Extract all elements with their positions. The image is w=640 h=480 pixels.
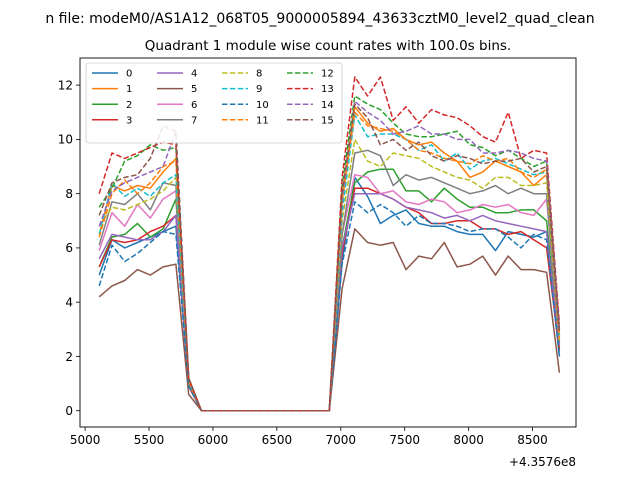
y-tick-label: 0 xyxy=(65,404,73,418)
series-line-1 xyxy=(98,106,561,412)
legend-label-1: 1 xyxy=(126,84,132,95)
legend-label-13: 13 xyxy=(321,84,334,95)
series-line-15 xyxy=(98,103,561,412)
legend-label-11: 11 xyxy=(256,115,269,126)
series-line-10 xyxy=(98,201,561,412)
legend-label-9: 9 xyxy=(256,84,262,95)
x-axis-offset-label: +4.3576e8 xyxy=(509,455,576,469)
legend-label-14: 14 xyxy=(321,100,334,111)
legend-label-10: 10 xyxy=(256,100,269,111)
legend-box xyxy=(85,62,343,144)
legend-label-8: 8 xyxy=(256,69,262,80)
x-tick-label: 5500 xyxy=(134,433,165,447)
legend-label-0: 0 xyxy=(126,69,132,80)
series-line-11 xyxy=(98,111,561,412)
series-line-4 xyxy=(98,192,561,412)
y-axis: 0 2 4 6 8 10 12 xyxy=(58,78,80,418)
figure-suptitle: n file: modeM0/AS1A12_068T05_9000005894_… xyxy=(45,11,594,27)
y-tick-label: 12 xyxy=(58,78,73,92)
legend-label-5: 5 xyxy=(191,84,197,95)
legend-label-6: 6 xyxy=(191,100,197,111)
series-line-3 xyxy=(98,187,561,412)
y-tick-label: 10 xyxy=(58,133,73,147)
x-tick-label: 6000 xyxy=(198,433,229,447)
series-line-0 xyxy=(98,176,561,412)
legend-label-2: 2 xyxy=(126,100,132,111)
legend-label-12: 12 xyxy=(321,69,334,80)
legend-label-15: 15 xyxy=(321,115,334,126)
y-tick-label: 8 xyxy=(65,187,73,201)
x-tick-label: 7500 xyxy=(389,433,420,447)
x-tick-label: 7000 xyxy=(326,433,357,447)
x-tick-label: 8500 xyxy=(517,433,548,447)
legend-label-7: 7 xyxy=(191,115,197,126)
x-tick-label: 5000 xyxy=(70,433,101,447)
series-line-14 xyxy=(98,100,561,412)
series-line-7 xyxy=(98,149,561,412)
series-line-12 xyxy=(98,95,561,412)
chart-title: Quadrant 1 module wise count rates with … xyxy=(145,38,511,54)
x-tick-label: 8000 xyxy=(453,433,484,447)
legend-label-4: 4 xyxy=(191,69,197,80)
series-line-5 xyxy=(98,228,561,412)
x-axis: 5000 5500 6000 6500 7000 7500 8000 8500 xyxy=(70,427,548,447)
x-tick-label: 6500 xyxy=(262,433,293,447)
legend-label-3: 3 xyxy=(126,115,132,126)
plot-frame xyxy=(79,57,577,428)
y-tick-label: 6 xyxy=(65,241,73,255)
y-tick-label: 4 xyxy=(65,295,73,309)
y-tick-label: 2 xyxy=(65,350,73,364)
